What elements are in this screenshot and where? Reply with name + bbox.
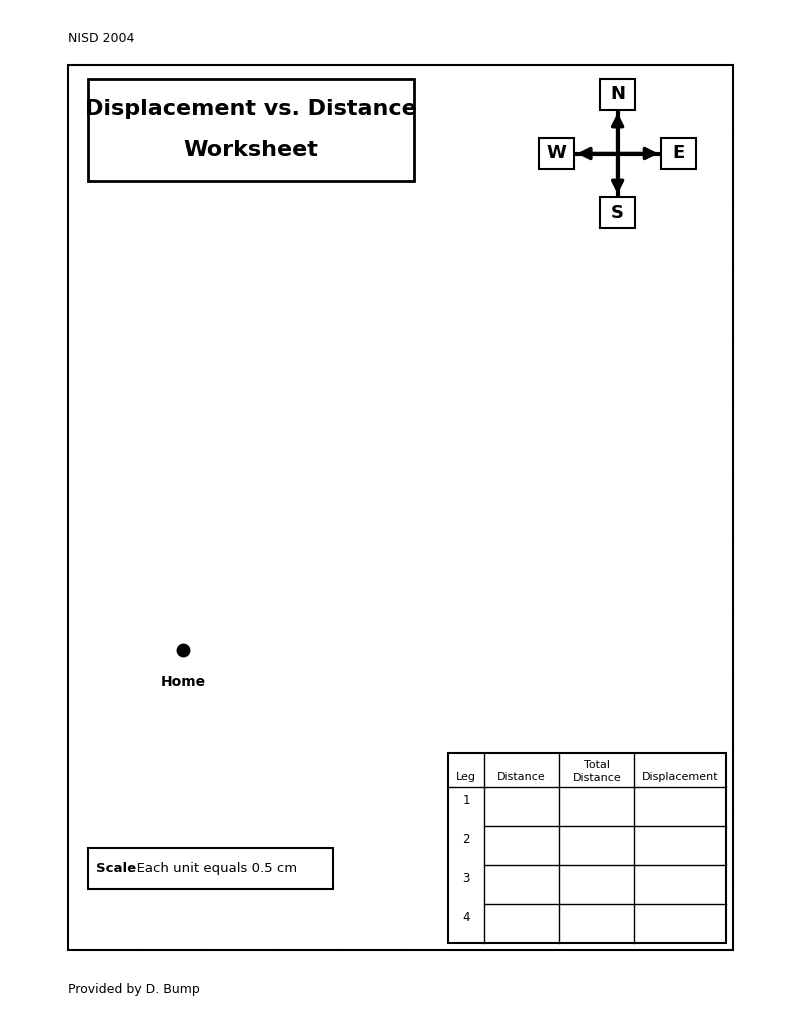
Bar xyxy=(539,138,574,169)
Bar xyxy=(448,753,726,943)
Text: Leg: Leg xyxy=(456,772,476,782)
Text: 3: 3 xyxy=(463,872,470,885)
Text: Total: Total xyxy=(584,760,610,770)
Text: Home: Home xyxy=(161,675,206,689)
Bar xyxy=(600,197,635,228)
Bar xyxy=(89,79,414,180)
Text: Displacement: Displacement xyxy=(642,772,718,782)
Bar xyxy=(600,79,635,110)
Bar xyxy=(89,848,333,889)
Text: Distance: Distance xyxy=(573,773,621,783)
Text: S: S xyxy=(611,204,624,221)
Text: Provided by D. Bump: Provided by D. Bump xyxy=(68,983,200,996)
Text: 4: 4 xyxy=(462,911,470,925)
Text: W: W xyxy=(547,144,566,163)
Text: Displacement vs. Distance: Displacement vs. Distance xyxy=(85,99,417,119)
Text: : Each unit equals 0.5 cm: : Each unit equals 0.5 cm xyxy=(128,862,297,874)
Bar xyxy=(68,65,733,950)
Text: 2: 2 xyxy=(462,834,470,846)
Text: Worksheet: Worksheet xyxy=(184,140,319,160)
Text: E: E xyxy=(672,144,685,163)
Text: 1: 1 xyxy=(462,794,470,807)
Bar xyxy=(661,138,696,169)
Text: N: N xyxy=(610,85,625,103)
Text: Scale: Scale xyxy=(97,862,137,874)
Text: NISD 2004: NISD 2004 xyxy=(68,32,134,44)
Text: Distance: Distance xyxy=(498,772,546,782)
